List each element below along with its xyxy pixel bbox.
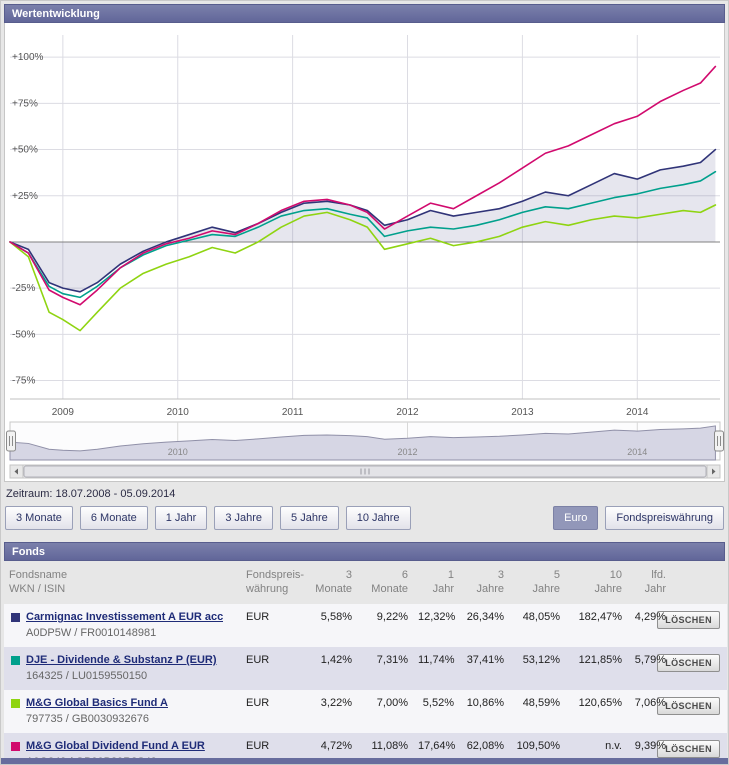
- perf-10y: 120,65%: [578, 697, 622, 709]
- perf-3y: 37,41%: [466, 654, 504, 666]
- perf-ytd: 4,29%: [634, 611, 666, 623]
- fund-name-link[interactable]: M&G Global Dividend Fund A EUR: [26, 740, 205, 752]
- range-button-6-monate[interactable]: 6 Monate: [79, 506, 148, 530]
- fund-wkn-isin: 164325 / LU0159550150: [26, 670, 148, 682]
- perf-1y: 12,32%: [418, 611, 456, 623]
- col-header-5-jahre: 5 Jahre: [532, 569, 560, 595]
- svg-text:2010: 2010: [168, 447, 188, 457]
- col-header-3-monate: 3 Monate: [315, 569, 352, 595]
- range-button-3-monate[interactable]: 3 Monate: [5, 506, 73, 530]
- fund-currency: EUR: [246, 654, 270, 666]
- perf-3y: 26,34%: [466, 611, 504, 623]
- perf-3m: 3,22%: [320, 697, 352, 709]
- perf-ytd: 7,06%: [634, 697, 666, 709]
- perf-5y: 53,12%: [522, 654, 560, 666]
- chart-section-title: Wertentwicklung: [12, 8, 100, 20]
- performance-chart[interactable]: +100% +75% +50% +25% -25% -50% -75% 2009 2010 201…: [5, 23, 726, 480]
- range-button-1-jahr[interactable]: 1 Jahr: [154, 506, 208, 530]
- col-header-10-jahre: 10 Jahre: [594, 569, 622, 595]
- svg-text:+25%: +25%: [12, 191, 38, 202]
- fund-name-link[interactable]: Carmignac Investissement A EUR acc: [26, 611, 224, 623]
- chart-panel: +100% +75% +50% +25% -25% -50% -75% 2009 2010 201…: [4, 23, 725, 482]
- fund-currency: EUR: [246, 697, 270, 709]
- perf-3m: 4,72%: [320, 740, 352, 752]
- fund-wkn-isin: A0DP5W / FR0010148981: [26, 627, 157, 639]
- fund-color-swatch: [11, 656, 20, 665]
- svg-text:2012: 2012: [397, 447, 417, 457]
- perf-3m: 5,58%: [320, 611, 352, 623]
- fonds-section-header: Fonds: [4, 542, 725, 561]
- range-button-5-jahre[interactable]: 5 Jahre: [280, 506, 339, 530]
- perf-ytd: 5,79%: [634, 654, 666, 666]
- perf-5y: 48,05%: [522, 611, 560, 623]
- fund-currency: EUR: [246, 611, 270, 623]
- svg-text:+100%: +100%: [12, 52, 44, 63]
- currency-button-fondspreiswaehrung[interactable]: Fondspreiswährung: [605, 506, 724, 530]
- perf-1y: 11,74%: [418, 654, 455, 666]
- perf-6m: 9,22%: [376, 611, 408, 623]
- col-header-lfd-jahr: lfd. Jahr: [644, 569, 666, 595]
- perf-5y: 109,50%: [516, 740, 560, 752]
- col-header-fondsname: Fondsname WKN / ISIN: [9, 569, 68, 595]
- fund-color-swatch: [11, 613, 20, 622]
- zeitraum-label: Zeitraum: 18.07.2008 - 05.09.2014: [4, 482, 725, 504]
- col-header-actions: [671, 561, 727, 604]
- perf-3y: 62,08%: [466, 740, 504, 752]
- range-buttons-row: 3 Monate 6 Monate 1 Jahr 3 Jahre 5 Jahre…: [4, 504, 725, 530]
- svg-text:+50%: +50%: [12, 145, 38, 156]
- svg-text:-75%: -75%: [12, 376, 35, 387]
- fund-name-link[interactable]: M&G Global Basics Fund A: [26, 697, 168, 709]
- svg-text:-25%: -25%: [12, 283, 35, 294]
- fund-name-link[interactable]: DJE - Dividende & Substanz P (EUR): [26, 654, 217, 666]
- perf-10y: 182,47%: [578, 611, 622, 623]
- range-button-3-jahre[interactable]: 3 Jahre: [214, 506, 274, 530]
- fonds-table: Fondsname WKN / ISIN Fondspreis-währung 3…: [4, 561, 727, 764]
- perf-1y: 5,52%: [422, 697, 454, 709]
- zeitraum-text: Zeitraum: 18.07.2008 - 05.09.2014: [6, 488, 176, 500]
- fund-row: Carmignac Investissement A EUR acc A0DP5…: [4, 604, 727, 647]
- svg-text:2014: 2014: [626, 407, 649, 418]
- perf-3m: 1,42%: [320, 654, 352, 666]
- delete-fund-button[interactable]: LÖSCHEN: [657, 697, 720, 715]
- perf-ytd: 9,39%: [634, 740, 666, 752]
- svg-text:+75%: +75%: [12, 98, 38, 109]
- svg-text:2010: 2010: [167, 407, 190, 418]
- currency-button-euro[interactable]: Euro: [553, 506, 599, 530]
- chart-section-header: Wertentwicklung: [4, 4, 725, 23]
- widget-footer-bar: [1, 758, 728, 764]
- svg-text:2013: 2013: [511, 407, 534, 418]
- fund-color-swatch: [11, 699, 20, 708]
- fund-currency: EUR: [246, 740, 270, 752]
- delete-fund-button[interactable]: LÖSCHEN: [657, 611, 720, 629]
- range-button-group: 3 Monate 6 Monate 1 Jahr 3 Jahre 5 Jahre…: [5, 506, 411, 530]
- fund-color-swatch: [11, 742, 20, 751]
- perf-10y: 121,85%: [578, 654, 622, 666]
- fund-row: DJE - Dividende & Substanz P (EUR) 16432…: [4, 647, 727, 690]
- perf-6m: 7,31%: [376, 654, 408, 666]
- delete-fund-button[interactable]: LÖSCHEN: [657, 654, 720, 672]
- fund-wkn-isin: 797735 / GB0030932676: [26, 713, 149, 725]
- range-button-10-jahre[interactable]: 10 Jahre: [345, 506, 411, 530]
- col-header-6-monate: 6 Monate: [371, 569, 408, 595]
- col-header-3-jahre: 3 Jahre: [476, 569, 504, 595]
- perf-6m: 7,00%: [376, 697, 408, 709]
- col-header-1-jahr: 1 Jahr: [432, 569, 454, 595]
- fonds-section-title: Fonds: [12, 546, 45, 558]
- table-header-row: Fondsname WKN / ISIN Fondspreis-währung 3…: [4, 561, 727, 604]
- currency-button-group: Euro Fondspreiswährung: [553, 506, 724, 530]
- svg-text:-50%: -50%: [12, 329, 35, 340]
- svg-text:2009: 2009: [52, 407, 75, 418]
- col-header-fondspreiswaehrung: Fondspreis-währung: [246, 569, 305, 595]
- perf-6m: 11,08%: [371, 740, 409, 752]
- delete-fund-button[interactable]: LÖSCHEN: [657, 740, 720, 758]
- perf-3y: 10,86%: [466, 697, 504, 709]
- svg-text:2012: 2012: [396, 407, 419, 418]
- perf-5y: 48,59%: [522, 697, 560, 709]
- fund-row: M&G Global Basics Fund A 797735 / GB0030…: [4, 690, 727, 733]
- svg-text:2014: 2014: [627, 447, 647, 457]
- perf-10y: n.v.: [605, 740, 622, 752]
- perf-1y: 17,64%: [418, 740, 456, 752]
- svg-text:2011: 2011: [282, 407, 304, 418]
